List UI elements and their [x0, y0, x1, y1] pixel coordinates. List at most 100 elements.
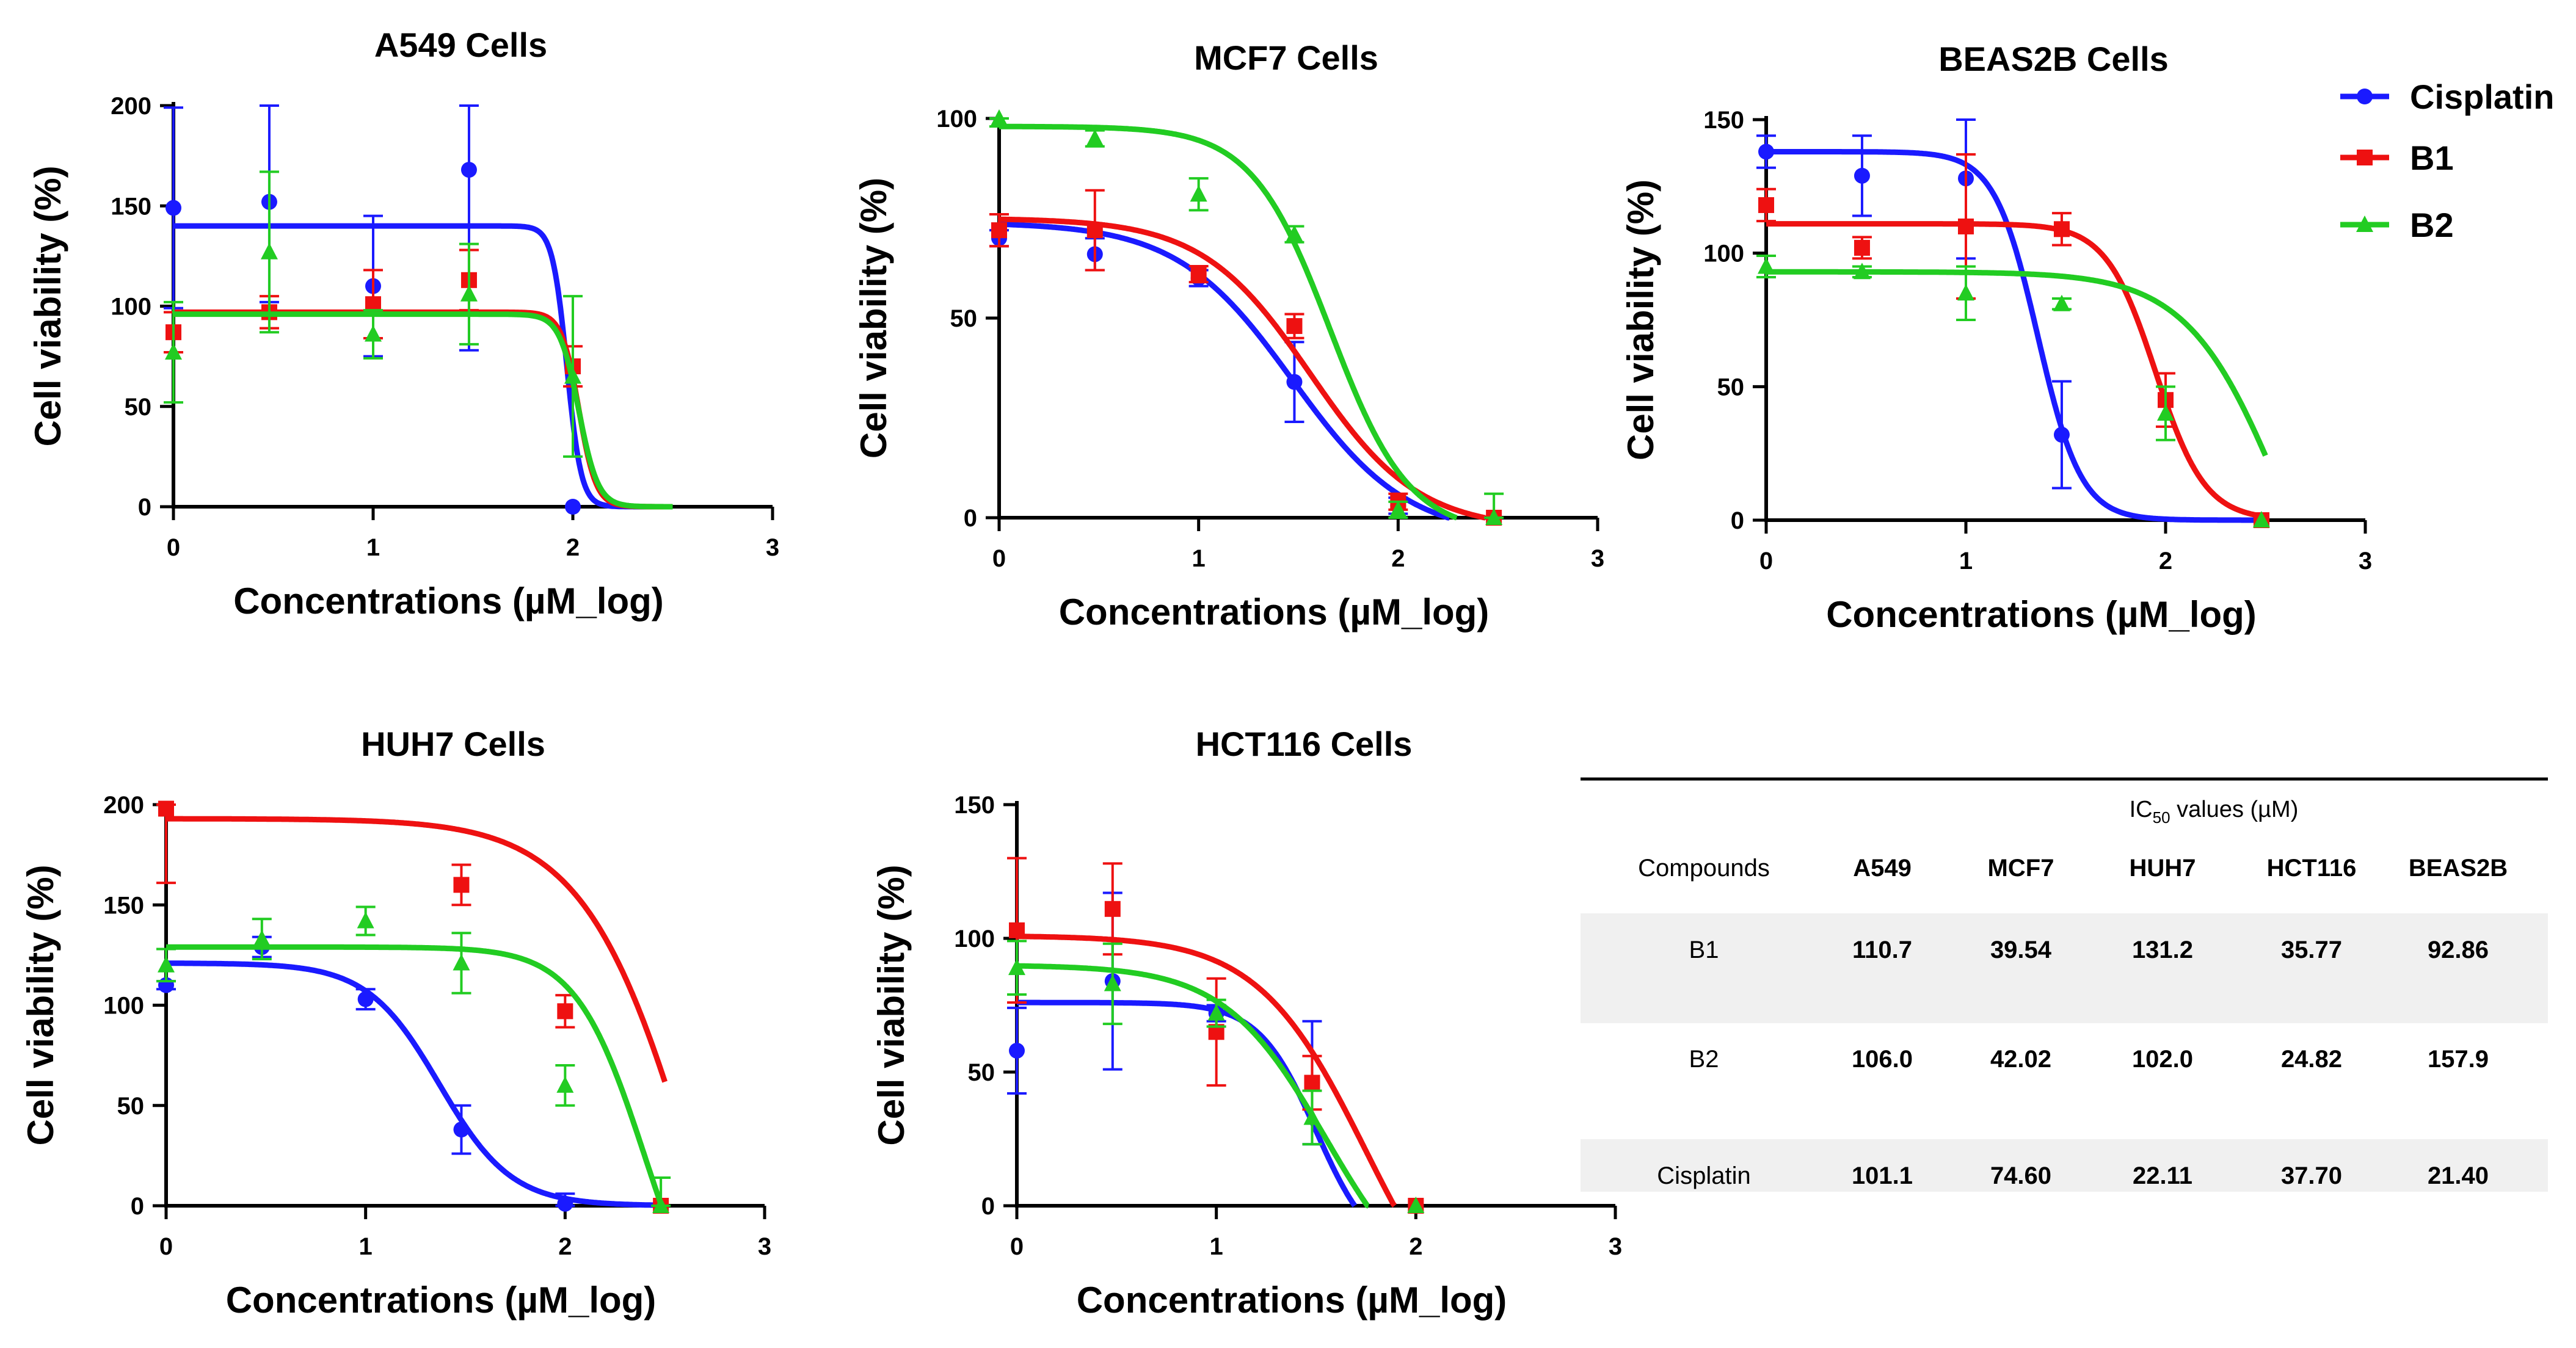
table-cell: 131.2 [2132, 937, 2193, 963]
data-point-cisplatin [453, 1122, 470, 1138]
chart-title: HCT116 Cells [1196, 725, 1413, 763]
x-axis-label: Concentrations (µM_log) [226, 1280, 657, 1321]
data-point-b2 [1008, 958, 1025, 976]
chart-panel-3: HUH7 Cells 0 1 2 3 0 50 100 150 200 Concentrations… [20, 725, 771, 1321]
x-tick-label: 3 [1591, 545, 1604, 572]
series-b1 [989, 189, 1502, 526]
table-cell: 24.82 [2281, 1046, 2342, 1073]
x-tick-label: 0 [159, 1233, 173, 1260]
fit-curve-b2 [997, 123, 1458, 521]
y-tick-label: 100 [111, 294, 151, 321]
y-tick-label: 50 [1717, 374, 1745, 400]
x-tick-label: 2 [1409, 1233, 1422, 1260]
fit-curve-cisplatin [997, 221, 1451, 521]
y-tick-label: 150 [1703, 107, 1744, 134]
y-tick-label: 100 [936, 106, 977, 132]
data-point-b2 [1286, 225, 1303, 242]
table-row-label: B1 [1689, 937, 1719, 963]
y-axis-label: Cell viability (%) [1620, 179, 1661, 460]
data-point-b2 [357, 911, 374, 929]
data-point-b1 [1958, 218, 1974, 234]
data-point-b1 [1009, 922, 1025, 938]
table-cell: 110.7 [1852, 937, 1912, 963]
table-column-header: HCT116 [2267, 855, 2357, 882]
data-point-b2 [1957, 284, 1974, 301]
y-tick-label: 150 [954, 792, 995, 819]
chart-panel-1: MCF7 Cells 0 1 2 3 0 50 100 Concentrations (µM_l… [853, 38, 1604, 632]
data-point-b2 [1758, 257, 1775, 274]
data-point-b1 [1286, 318, 1303, 335]
data-point-cisplatin [1286, 374, 1303, 390]
legend-label-b2: B2 [2410, 206, 2454, 244]
data-point-b1 [1758, 197, 1774, 213]
fit-curve-cisplatin [172, 223, 674, 510]
data-point-cisplatin [460, 162, 477, 178]
data-point-b2 [564, 367, 581, 384]
data-point-b2 [158, 955, 175, 973]
data-point-b2 [2157, 404, 2174, 421]
table-row-label: Cisplatin [1657, 1162, 1750, 1189]
fit-curve-b2 [1015, 963, 1370, 1209]
series-b2 [164, 170, 674, 510]
chart-title: HUH7 Cells [361, 725, 545, 763]
y-tick-label: 150 [111, 193, 151, 220]
data-point-cisplatin [357, 991, 374, 1007]
y-axis-label: Cell viability (%) [27, 165, 68, 446]
x-axis-label: Concentrations (µM_log) [1826, 594, 2257, 635]
x-tick-label: 0 [1759, 548, 1773, 574]
fit-curve-b1 [997, 216, 1487, 521]
x-tick-label: 0 [992, 545, 1006, 572]
x-tick-label: 3 [1609, 1233, 1622, 1260]
table-cell: 92.86 [2428, 937, 2489, 963]
x-tick-label: 3 [2359, 548, 2372, 574]
data-point-b2 [253, 930, 271, 947]
y-tick-label: 0 [964, 505, 977, 532]
x-tick-label: 2 [1391, 545, 1405, 572]
data-point-cisplatin [557, 1195, 573, 1212]
y-tick-label: 100 [954, 926, 995, 952]
table-cell: 74.60 [1990, 1162, 2051, 1189]
table-cell: 102.0 [2132, 1046, 2193, 1073]
series-b1 [164, 248, 674, 510]
y-tick-label: 0 [1731, 507, 1744, 534]
y-tick-label: 50 [968, 1059, 995, 1086]
table-cell: 22.11 [2133, 1162, 2192, 1189]
x-tick-label: 1 [1959, 548, 1973, 574]
table-cell: 39.54 [1990, 937, 2052, 963]
table-row-band [1581, 1139, 2548, 1192]
data-point-b1 [1086, 222, 1103, 239]
series-b2 [1756, 255, 2270, 527]
y-tick-label: 50 [950, 305, 978, 332]
y-tick-label: 0 [131, 1193, 144, 1220]
data-point-cisplatin [1758, 143, 1774, 160]
series-b1 [1007, 857, 1424, 1214]
chart-panel-4: HCT116 Cells 0 1 2 3 0 50 100 150 Concentrations … [871, 725, 1622, 1321]
data-point-b2 [1303, 1108, 1321, 1125]
x-tick-label: 1 [366, 534, 380, 561]
data-point-b2 [991, 109, 1008, 126]
data-point-b2 [453, 954, 470, 971]
y-tick-label: 100 [103, 993, 144, 1020]
data-point-b2 [1485, 509, 1503, 525]
fit-curve-b2 [1764, 269, 2268, 457]
series-cisplatin [156, 935, 667, 1212]
data-point-b2 [556, 1076, 574, 1093]
data-point-b2 [1389, 500, 1407, 517]
series-b2 [989, 109, 1504, 525]
data-point-cisplatin [1854, 167, 1870, 184]
y-axis-label: Cell viability (%) [871, 864, 912, 1145]
data-point-b1 [158, 800, 174, 817]
data-point-b2 [1104, 974, 1121, 991]
table-cell: 21.40 [2428, 1162, 2489, 1189]
fit-curve-cisplatin [1764, 149, 2267, 523]
data-point-b2 [460, 284, 478, 302]
legend: Cisplatin B1 B2 [2340, 78, 2554, 244]
y-tick-label: 0 [981, 1193, 995, 1220]
x-axis-label: Concentrations (µM_log) [1059, 592, 1490, 632]
ic50-table: IC50 values (µM) Compounds A549 MCF7 HUH7 HCT… [1581, 777, 2548, 1192]
data-point-b1 [1190, 266, 1207, 283]
table-cell: 42.02 [1990, 1046, 2051, 1073]
x-tick-label: 0 [167, 534, 180, 561]
series-b2 [156, 905, 671, 1213]
